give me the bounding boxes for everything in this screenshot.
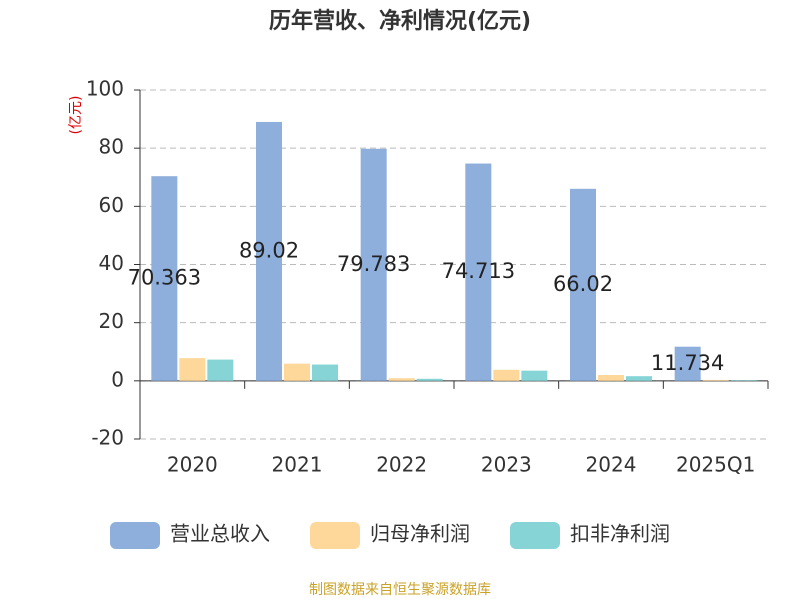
data-label: 89.02 xyxy=(239,238,299,262)
bar xyxy=(730,380,757,381)
y-tick-label: 0 xyxy=(111,367,124,391)
legend-swatch xyxy=(310,522,360,549)
bar xyxy=(598,375,624,381)
bar xyxy=(702,379,729,381)
legend-label: 扣非净利润 xyxy=(570,522,670,546)
y-tick-label: 80 xyxy=(99,135,124,159)
legend-label: 营业总收入 xyxy=(170,522,270,546)
source-note: 制图数据来自恒生聚源数据库 xyxy=(309,582,491,598)
bar xyxy=(284,363,310,381)
bar xyxy=(493,369,520,381)
data-label: 11.734 xyxy=(651,351,724,375)
bar xyxy=(521,370,548,381)
bar xyxy=(360,148,387,381)
x-tick-label: 2021 xyxy=(272,453,323,477)
bar xyxy=(151,176,178,381)
chart-title: 历年营收、净利情况(亿元) xyxy=(269,8,531,34)
bar xyxy=(465,163,492,381)
x-tick-label: 2023 xyxy=(481,453,532,477)
y-tick-label: 40 xyxy=(99,251,124,275)
bar xyxy=(416,378,443,381)
x-tick-label: 2020 xyxy=(167,453,218,477)
bar xyxy=(388,378,415,381)
x-tick-label: 2024 xyxy=(586,453,637,477)
data-label: 66.02 xyxy=(553,272,613,296)
legend-swatch xyxy=(110,522,160,549)
y-tick-label: 100 xyxy=(86,77,124,101)
y-tick-label: -20 xyxy=(91,426,124,450)
bar xyxy=(207,359,234,381)
legend-label: 归母净利润 xyxy=(370,522,470,546)
bar xyxy=(674,346,701,381)
bar xyxy=(256,121,282,381)
y-axis-label: (亿元) xyxy=(68,96,84,135)
bar xyxy=(312,364,338,381)
x-tick-label: 2025Q1 xyxy=(676,453,755,477)
bar xyxy=(179,358,206,381)
y-tick-label: 60 xyxy=(99,193,124,217)
legend-swatch xyxy=(510,522,560,549)
y-tick-label: 20 xyxy=(99,309,124,333)
data-label: 74.713 xyxy=(442,259,515,283)
bar xyxy=(626,376,652,381)
data-label: 70.363 xyxy=(128,266,201,290)
x-tick-label: 2022 xyxy=(376,453,427,477)
data-label: 79.783 xyxy=(337,252,410,276)
bar xyxy=(570,188,596,381)
